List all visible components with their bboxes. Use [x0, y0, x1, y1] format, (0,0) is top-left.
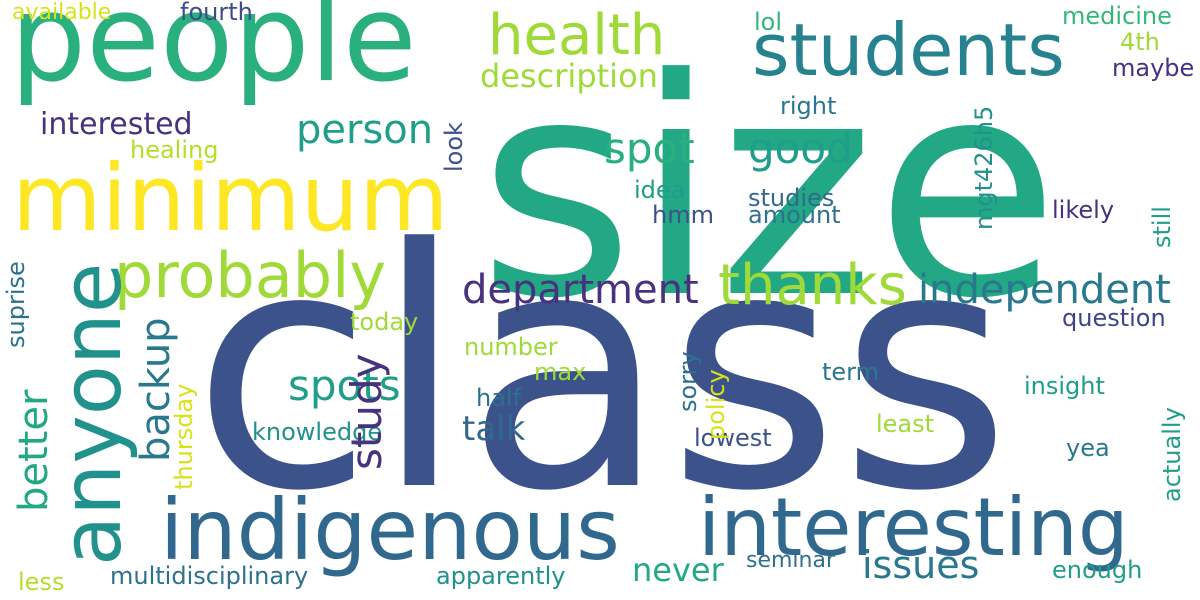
- word-still: still: [1148, 206, 1176, 248]
- word-idea: idea: [634, 176, 686, 204]
- word-fourth: fourth: [180, 0, 253, 26]
- word-probably: probably: [114, 239, 387, 312]
- word-enough: enough: [1052, 556, 1143, 584]
- word-sorry: sorry: [674, 351, 702, 412]
- word-4th: 4th: [1120, 28, 1160, 56]
- word-talk: talk: [462, 409, 526, 449]
- word-hmm: hmm: [652, 201, 714, 229]
- word-independent: independent: [918, 267, 1171, 313]
- word-spot: spot: [604, 124, 695, 173]
- word-interested: interested: [40, 107, 193, 142]
- word-today: today: [350, 308, 419, 336]
- word-healing: healing: [130, 136, 219, 164]
- word-policy: policy: [702, 369, 730, 440]
- word-person: person: [296, 107, 434, 153]
- word-studies: studies: [748, 184, 835, 212]
- word-anyone: anyone: [45, 262, 140, 566]
- word-question: question: [1062, 304, 1166, 332]
- word-less: less: [18, 568, 65, 596]
- word-health: health: [488, 3, 666, 68]
- word-lol: lol: [754, 8, 783, 36]
- word-mgt426h5: mgt426h5: [970, 105, 998, 230]
- word-number: number: [464, 333, 558, 361]
- word-thanks: thanks: [718, 253, 907, 318]
- word-students: students: [752, 8, 1065, 92]
- word-likely: likely: [1052, 196, 1115, 224]
- word-size: size: [478, 15, 1060, 364]
- word-maybe: maybe: [1112, 54, 1195, 82]
- word-interesting: interesting: [698, 481, 1129, 574]
- word-spots: spots: [288, 361, 401, 410]
- word-department: department: [462, 267, 699, 313]
- word-apparently: apparently: [436, 562, 566, 590]
- word-actually: actually: [1158, 407, 1186, 502]
- word-better: better: [11, 389, 57, 512]
- word-lowest: lowest: [694, 424, 772, 452]
- word-medicine: medicine: [1062, 2, 1172, 30]
- word-available: available: [12, 0, 112, 25]
- word-max: max: [534, 358, 587, 386]
- word-never: never: [632, 551, 724, 589]
- word-insight: insight: [1024, 372, 1105, 400]
- word-knowledge: knowledge: [252, 418, 383, 446]
- word-yea: yea: [1066, 434, 1110, 462]
- word-half: half: [476, 384, 522, 412]
- word-minimum: minimum: [12, 145, 449, 252]
- word-right: right: [780, 92, 837, 120]
- word-multidisciplinary: multidisciplinary: [110, 562, 309, 590]
- word-least: least: [876, 410, 935, 438]
- word-look: look: [440, 122, 468, 172]
- word-thursday: thursday: [170, 383, 198, 490]
- word-good: good: [748, 124, 853, 173]
- word-people: people: [10, 0, 417, 109]
- word-term: term: [822, 358, 879, 386]
- word-study: study: [342, 353, 391, 470]
- word-indigenous: indigenous: [160, 481, 620, 579]
- word-amount: amount: [748, 201, 841, 229]
- word-issues: issues: [862, 543, 980, 587]
- word-seminar: seminar: [746, 548, 836, 573]
- word-class: class: [192, 179, 1012, 563]
- word-description: description: [480, 57, 658, 95]
- word-suprise: suprise: [2, 261, 30, 348]
